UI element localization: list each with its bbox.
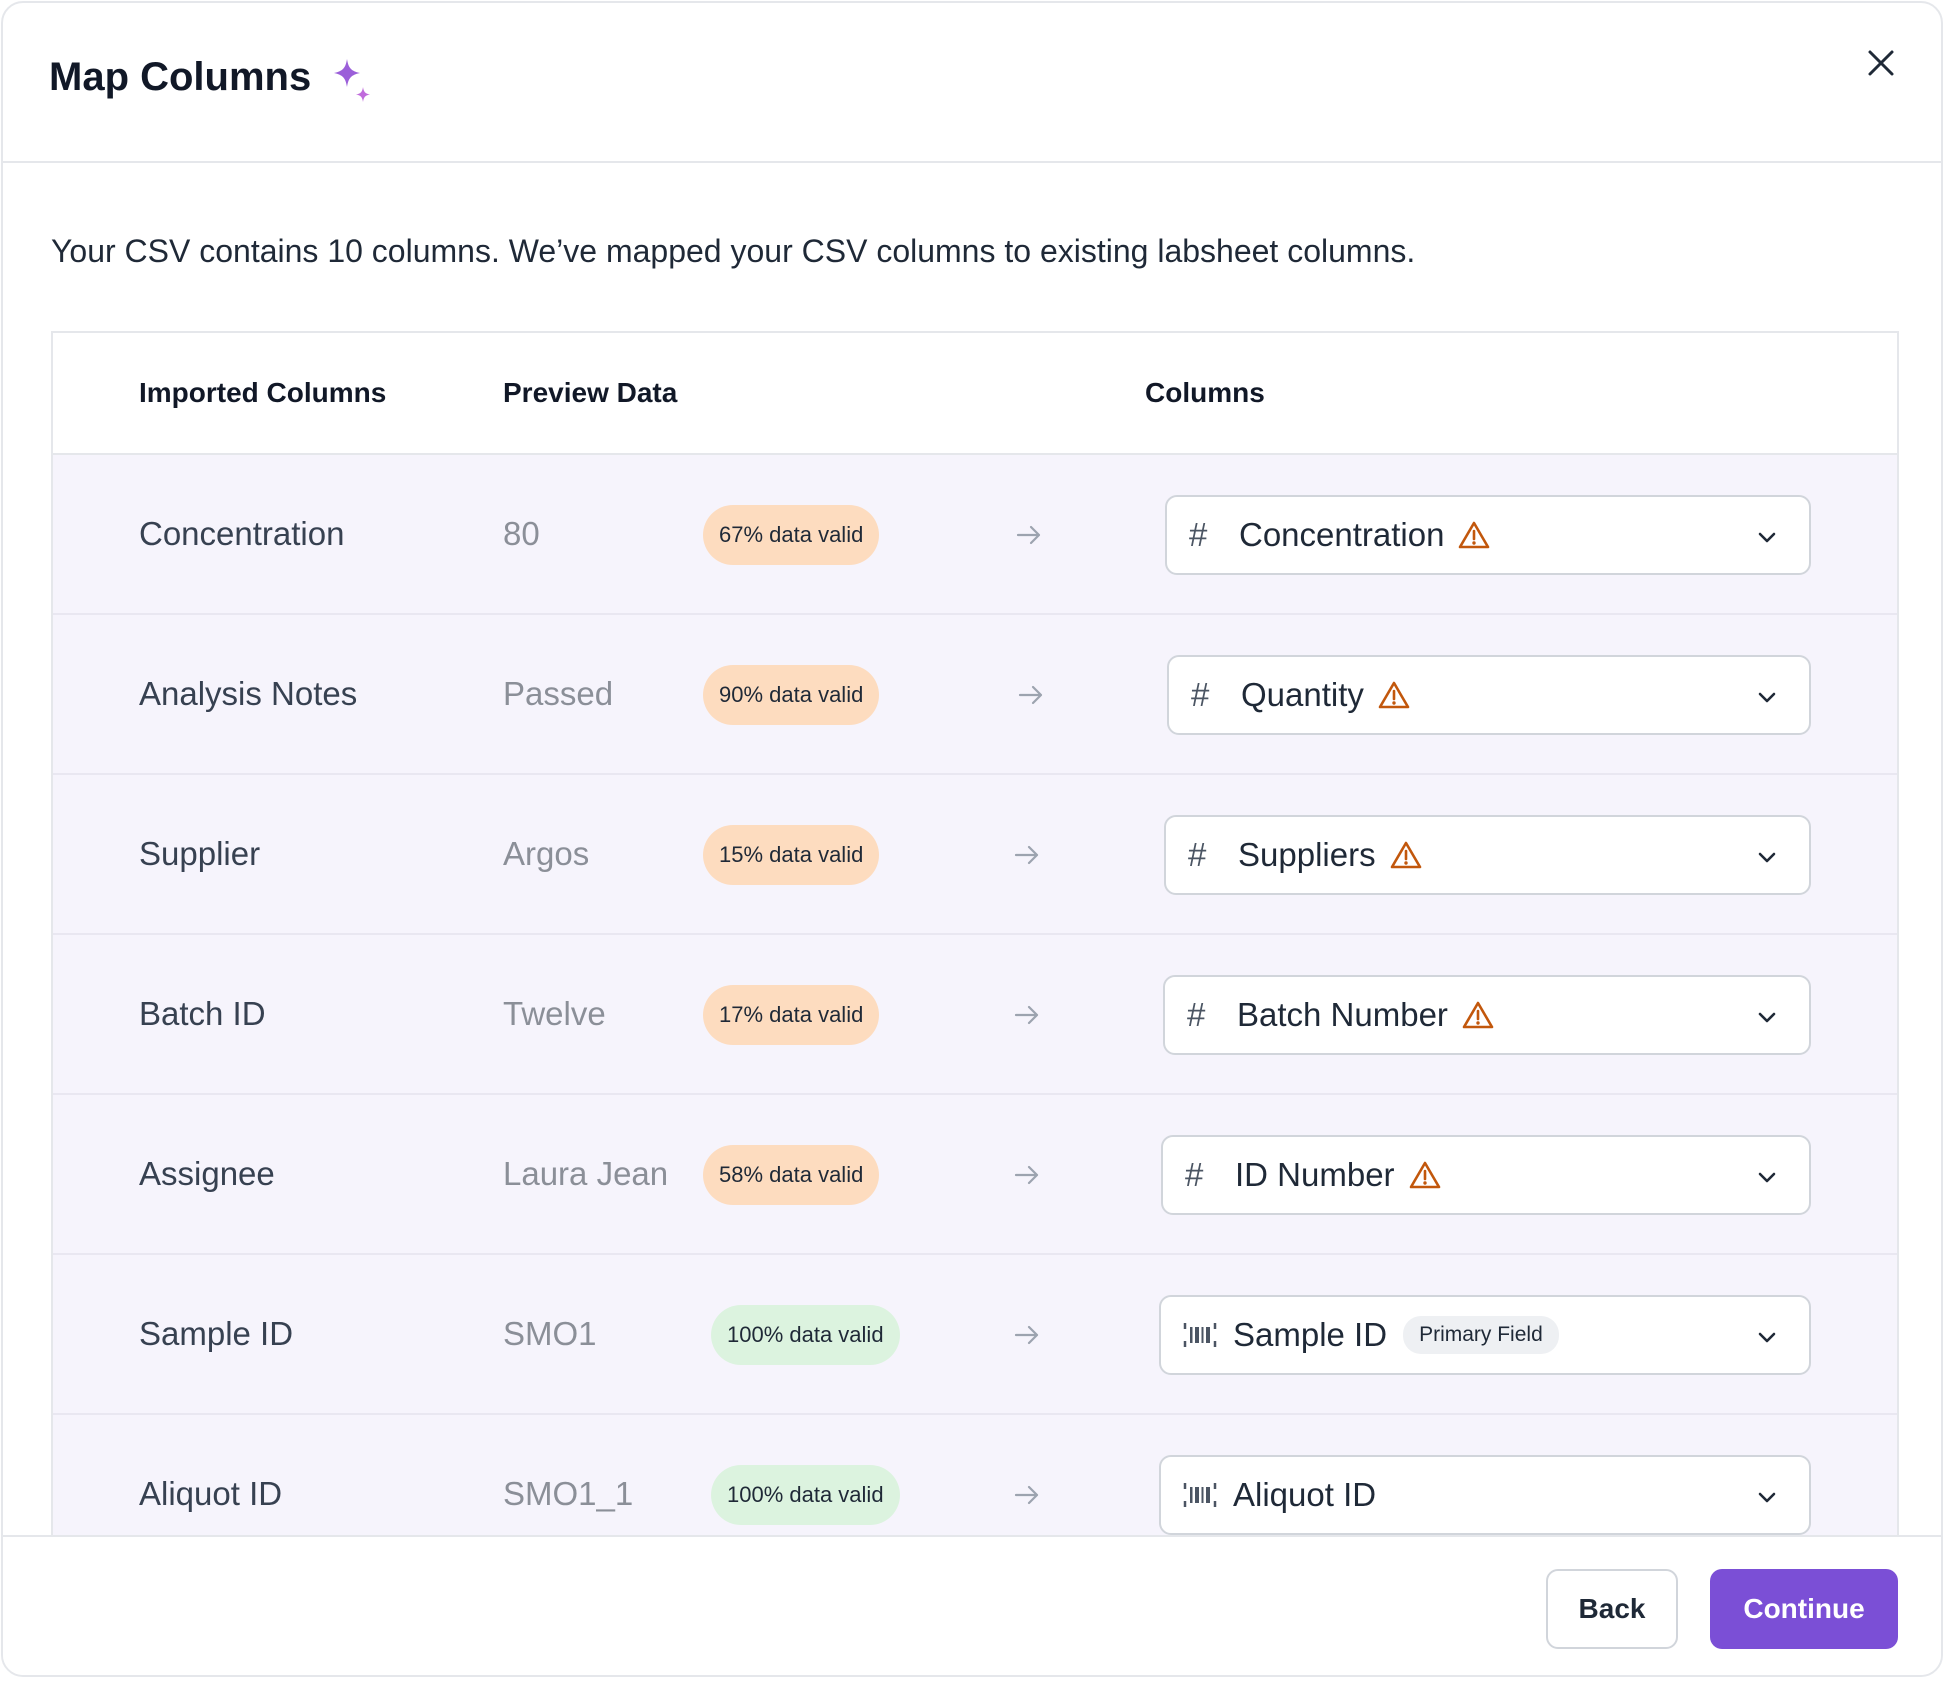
table-row: Concentration 80 67% data valid # Concentrat…	[53, 455, 1897, 615]
preview-value: SMO1_1	[503, 1475, 634, 1512]
chevron-down-icon	[1755, 685, 1779, 709]
arrow-right-icon	[1013, 1321, 1041, 1349]
column-select[interactable]: # Concentration	[1165, 495, 1811, 575]
validity-badge: 100% data valid	[711, 1305, 900, 1365]
column-select[interactable]: # Suppliers	[1164, 815, 1811, 895]
validity-badge: 100% data valid	[711, 1465, 900, 1525]
hash-icon: #	[1188, 836, 1207, 873]
preview-value: 80	[503, 515, 540, 552]
hash-icon: #	[1189, 516, 1208, 553]
arrow-right-icon	[1013, 1001, 1041, 1029]
continue-button[interactable]: Continue	[1710, 1569, 1898, 1649]
back-button[interactable]: Back	[1546, 1569, 1678, 1649]
chevron-down-icon	[1755, 1325, 1779, 1349]
validity-badge: 17% data valid	[703, 985, 880, 1045]
arrow-right-icon	[1013, 841, 1041, 869]
primary-field-badge: Primary Field	[1403, 1316, 1559, 1354]
warning-icon	[1458, 519, 1492, 551]
table-row: Analysis Notes Passed 90% data valid # Quant…	[53, 615, 1897, 775]
chevron-down-icon	[1755, 525, 1779, 549]
column-mapping-table: Imported Columns Preview Data Columns Co…	[51, 331, 1899, 1631]
selected-column-label: Sample ID	[1233, 1316, 1388, 1353]
imported-column-name: Assignee	[139, 1155, 275, 1192]
imported-column-name: Batch ID	[139, 995, 266, 1032]
sparkle-icon	[334, 59, 370, 102]
dialog-description: Your CSV contains 10 columns. We’ve mapp…	[51, 233, 1416, 269]
table-row: Sample ID SMO1 100% data valid Sample ID Pri…	[53, 1255, 1897, 1415]
barcode-icon	[1183, 1481, 1219, 1509]
selected-column-label: Suppliers	[1238, 836, 1376, 873]
preview-value: Twelve	[503, 995, 606, 1032]
imported-column-name: Supplier	[139, 835, 261, 872]
column-select[interactable]: # Quantity	[1167, 655, 1811, 735]
column-select[interactable]: # ID Number	[1161, 1135, 1811, 1215]
arrow-right-icon	[1015, 521, 1043, 549]
table-header: Imported Columns Preview Data Columns	[53, 333, 1897, 455]
close-button[interactable]	[1861, 43, 1901, 83]
header-columns: Columns	[1145, 377, 1265, 408]
dialog-header: Map Columns	[3, 3, 1941, 163]
imported-column-name: Sample ID	[139, 1315, 294, 1352]
arrow-right-icon	[1013, 1161, 1041, 1189]
validity-badge: 15% data valid	[703, 825, 880, 885]
preview-value: SMO1	[503, 1315, 597, 1352]
validity-badge: 58% data valid	[703, 1145, 880, 1205]
arrow-right-icon	[1017, 681, 1045, 709]
preview-value: Laura Jean	[503, 1155, 669, 1192]
warning-icon	[1390, 839, 1424, 871]
selected-column-label: Quantity	[1241, 676, 1364, 713]
column-select[interactable]: Aliquot ID	[1159, 1455, 1811, 1535]
column-select[interactable]: Sample ID Primary Field	[1159, 1295, 1811, 1375]
imported-column-name: Concentration	[139, 515, 345, 552]
hash-icon: #	[1185, 1156, 1204, 1193]
chevron-down-icon	[1755, 1485, 1779, 1509]
chevron-down-icon	[1755, 845, 1779, 869]
header-imported-columns: Imported Columns	[139, 377, 387, 408]
header-preview-data: Preview Data	[503, 377, 678, 408]
arrow-right-icon	[1013, 1481, 1041, 1509]
selected-column-label: ID Number	[1235, 1156, 1395, 1193]
selected-column-label: Concentration	[1239, 516, 1445, 553]
chevron-down-icon	[1755, 1005, 1779, 1029]
dialog-footer: Back Continue	[3, 1535, 1941, 1675]
chevron-down-icon	[1755, 1165, 1779, 1189]
barcode-icon	[1183, 1321, 1219, 1349]
hash-icon: #	[1187, 996, 1206, 1033]
close-icon	[1868, 50, 1894, 76]
table-body: Concentration 80 67% data valid # Concentrat…	[53, 455, 1897, 1575]
warning-icon	[1409, 1159, 1443, 1191]
imported-column-name: Analysis Notes	[139, 675, 358, 712]
hash-icon: #	[1191, 676, 1210, 713]
validity-badge: 67% data valid	[703, 505, 880, 565]
imported-column-name: Aliquot ID	[139, 1475, 283, 1512]
selected-column-label: Aliquot ID	[1233, 1476, 1377, 1513]
selected-column-label: Batch Number	[1237, 996, 1448, 1033]
table-row: Batch ID Twelve 17% data valid # Batch Numbe…	[53, 935, 1897, 1095]
warning-icon	[1462, 999, 1496, 1031]
table-row: Supplier Argos 15% data valid # Suppliers	[53, 775, 1897, 935]
validity-badge: 90% data valid	[703, 665, 880, 725]
warning-icon	[1378, 679, 1412, 711]
column-select[interactable]: # Batch Number	[1163, 975, 1811, 1055]
dialog-title: Map Columns	[49, 55, 312, 99]
table-row: Assignee Laura Jean 58% data valid # ID Numb…	[53, 1095, 1897, 1255]
preview-value: Passed	[503, 675, 614, 712]
preview-value: Argos	[503, 835, 590, 872]
